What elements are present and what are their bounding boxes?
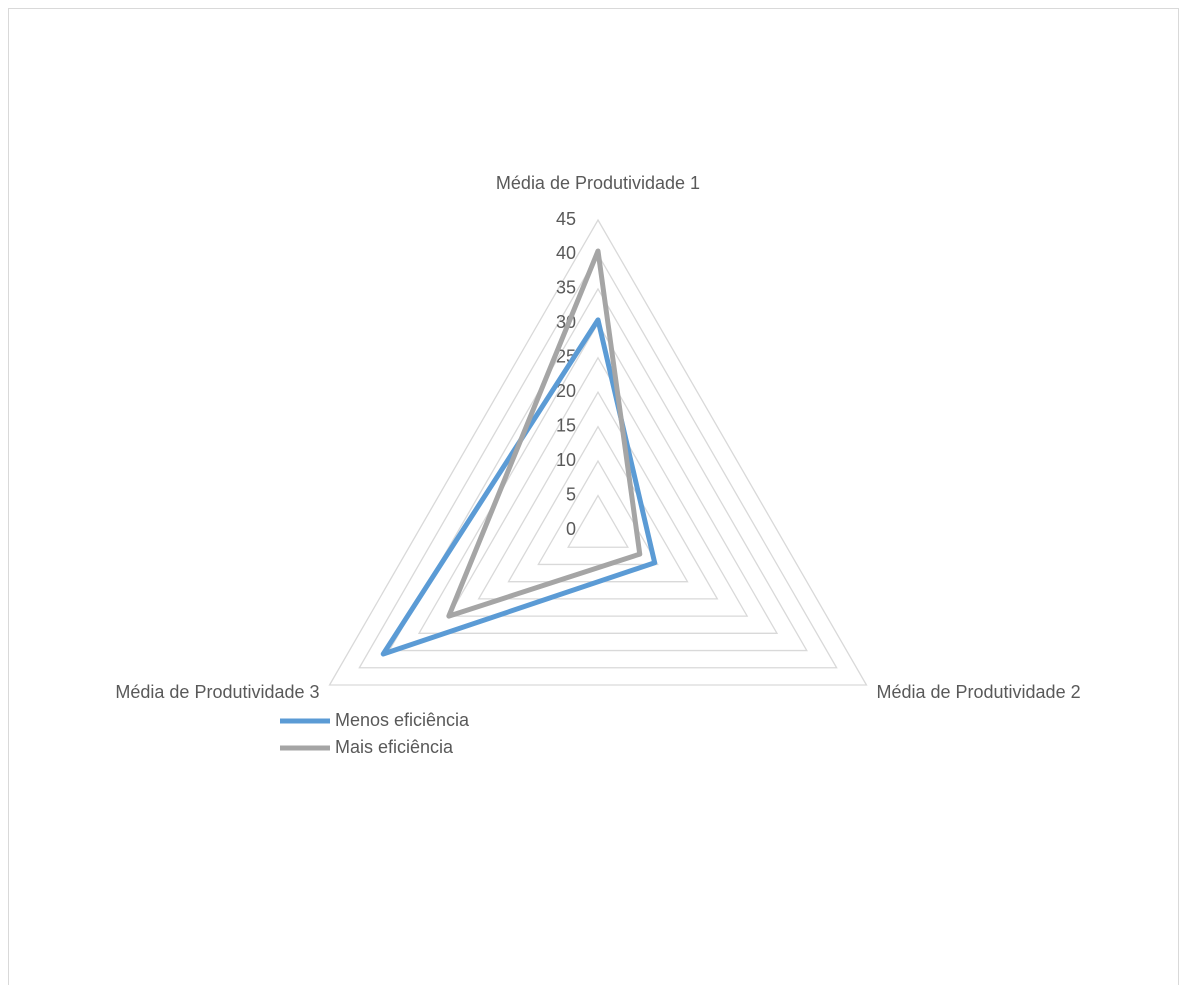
r-tick-label: 35: [556, 278, 576, 298]
r-tick-label: 5: [566, 484, 576, 504]
category-label: Média de Produtividade 1: [496, 173, 700, 193]
r-tick-label: 15: [556, 415, 576, 435]
grid-ring: [507, 425, 689, 583]
r-tick-label: 45: [556, 209, 576, 229]
r-tick-label: 10: [556, 450, 576, 470]
r-tick-label: 40: [556, 243, 576, 263]
grid-ring: [447, 356, 749, 617]
grid-ring: [388, 287, 808, 652]
grid-ring: [477, 390, 719, 600]
legend-label: Menos eficiência: [335, 710, 470, 730]
chart-frame: [8, 8, 1179, 990]
grid-ring: [567, 494, 629, 548]
grid-ring: [417, 322, 779, 634]
grid-ring: [358, 253, 838, 669]
legend-label: Mais eficiência: [335, 737, 454, 757]
r-tick-label: 0: [566, 519, 576, 539]
grid-ring: [328, 218, 868, 686]
r-tick-label: 20: [556, 381, 576, 401]
grid-ring: [537, 459, 659, 566]
series-line: [446, 248, 643, 619]
category-label: Média de Produtividade 2: [876, 682, 1080, 702]
category-label: Média de Produtividade 3: [115, 682, 319, 702]
